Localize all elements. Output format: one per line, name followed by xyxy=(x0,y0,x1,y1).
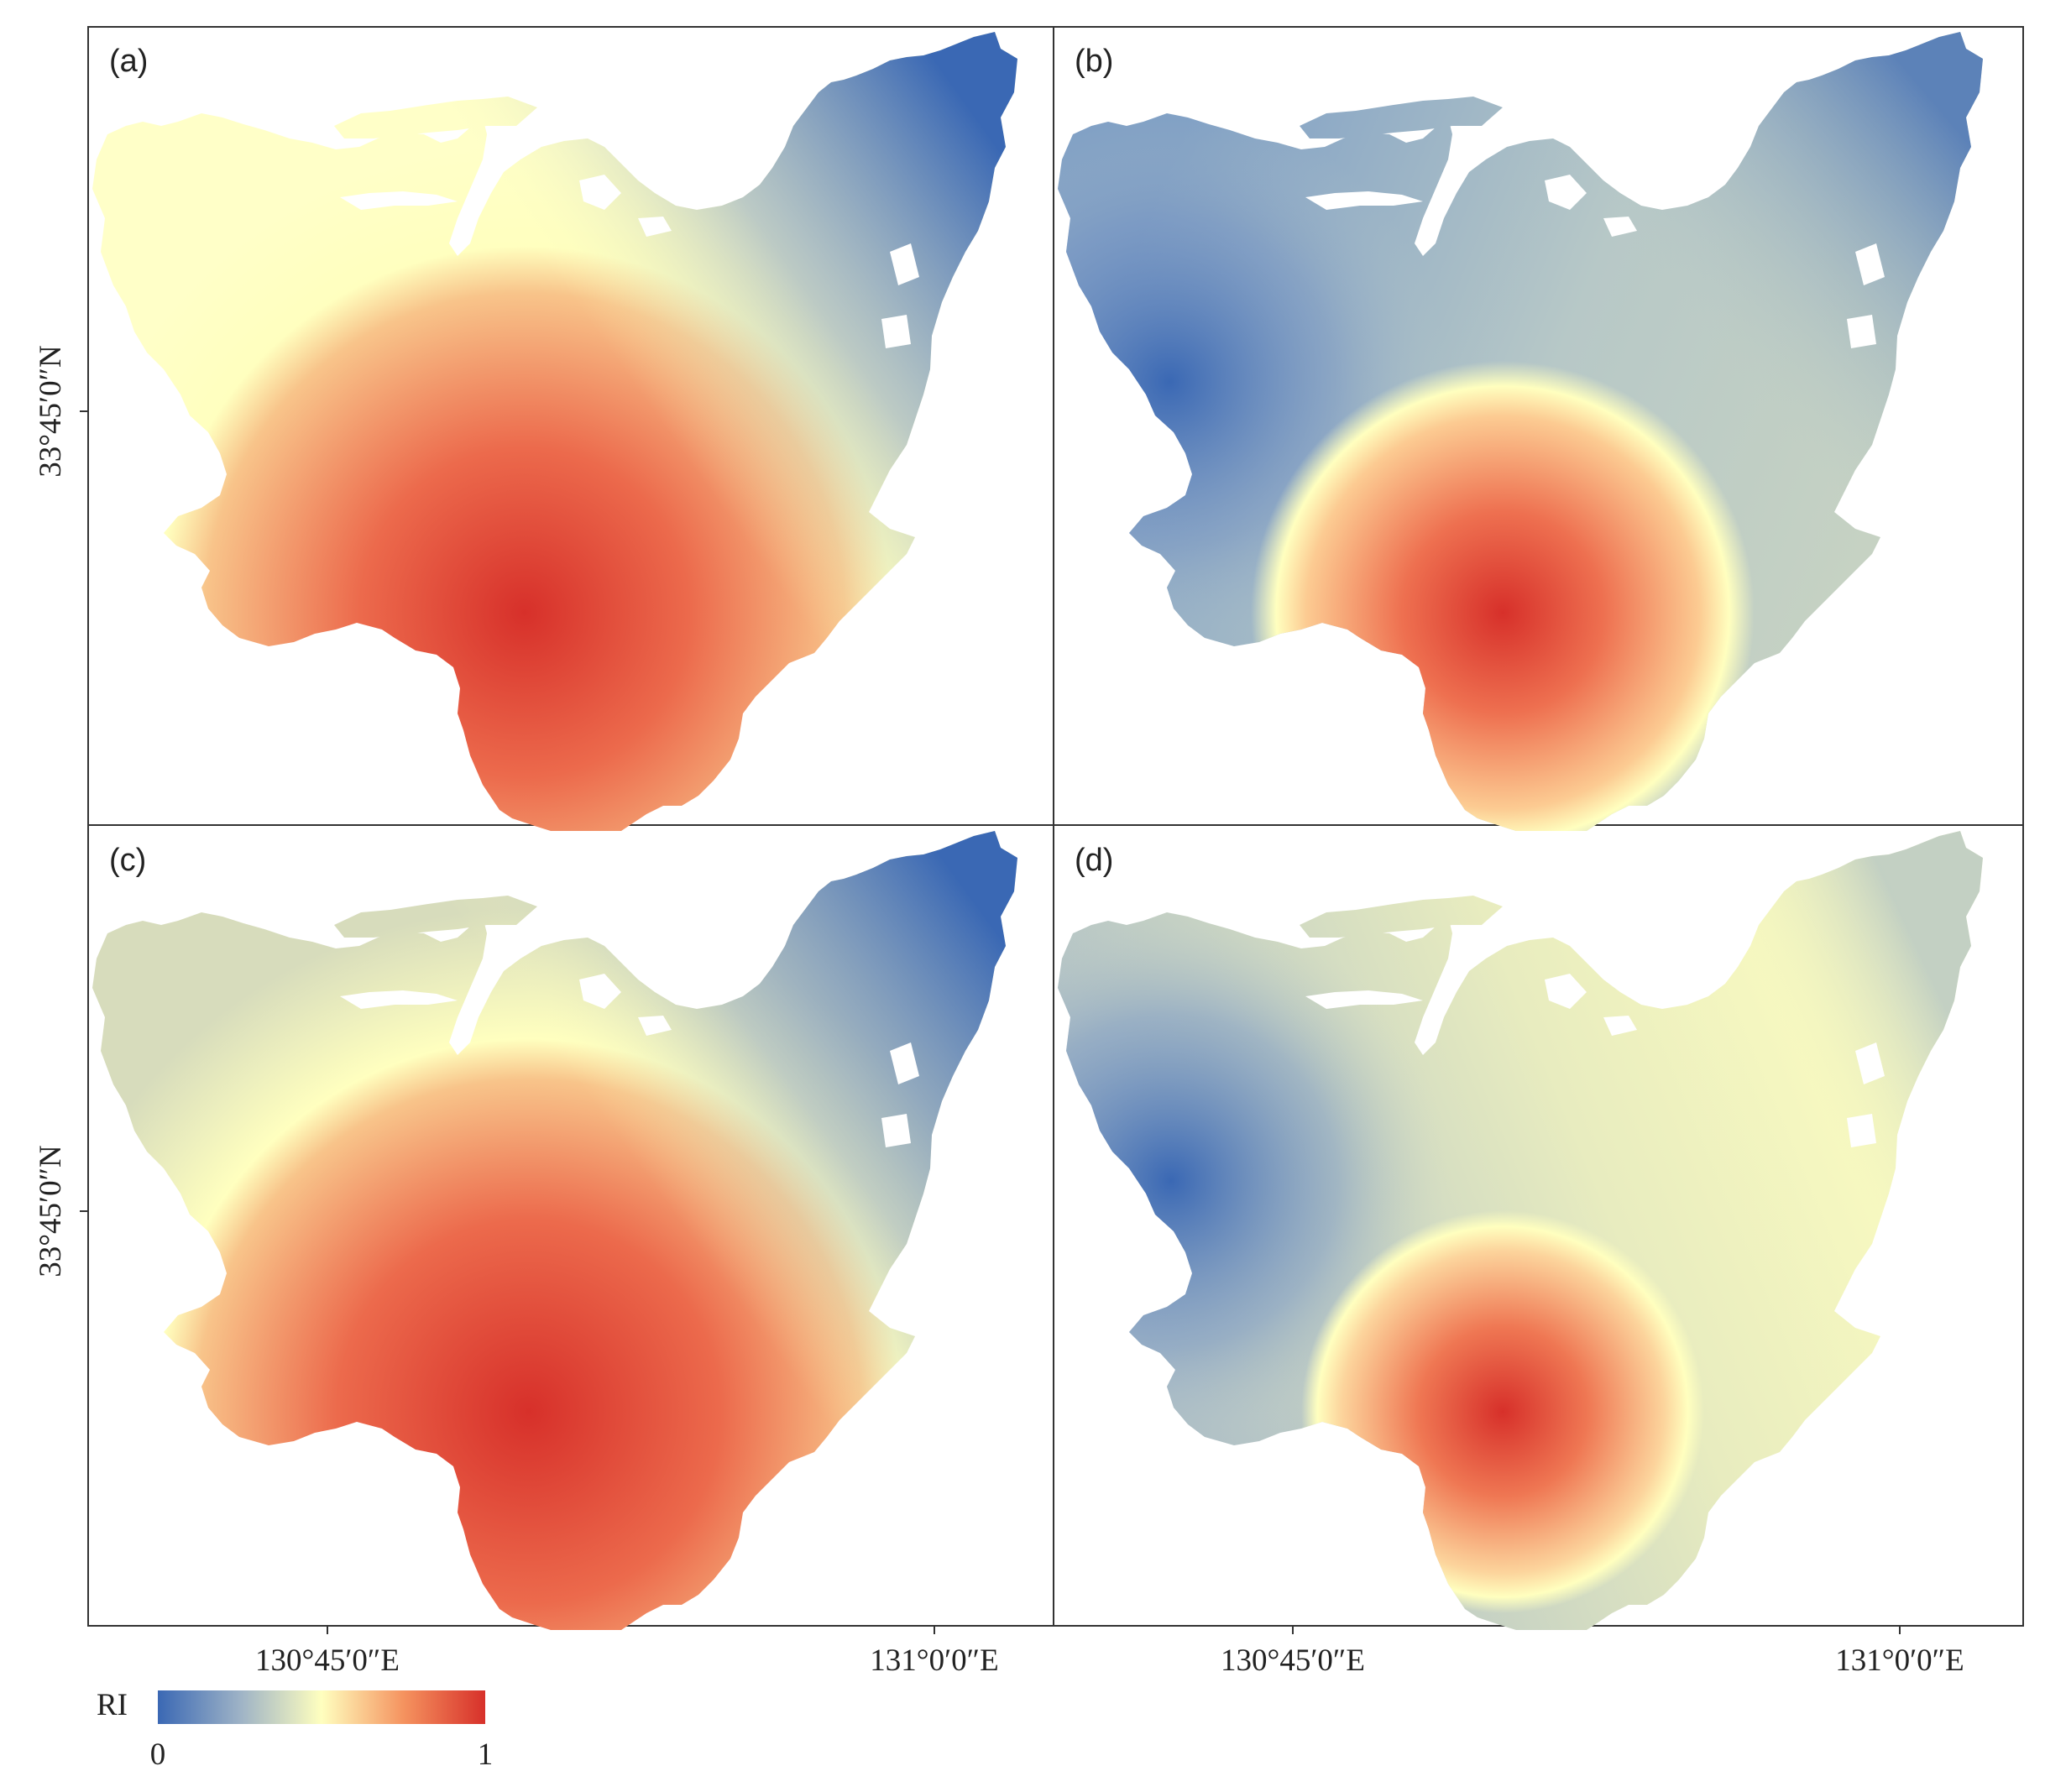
longitude-label-3: 130°45′0″E xyxy=(1221,1643,1365,1678)
latitude-label-bottom: 33°45′0″N xyxy=(34,1145,68,1277)
map-panel-b: (b) xyxy=(1058,32,1983,831)
longitude-label-1: 130°45′0″E xyxy=(255,1643,400,1678)
latitude-label-top: 33°45′0″N xyxy=(34,345,68,478)
longitude-label-2: 131°0′0″E xyxy=(870,1643,998,1678)
panel-label: (d) xyxy=(1075,843,1113,878)
map-panel-a: (a) xyxy=(92,32,1017,831)
longitude-label-4: 131°0′0″E xyxy=(1835,1643,1964,1678)
panel-label: (b) xyxy=(1075,44,1113,79)
legend-colorbar xyxy=(158,1690,485,1724)
legend: RI 0 1 xyxy=(97,1688,493,1772)
latitude-axis: 33°45′0″N 33°45′0″N xyxy=(34,345,88,1277)
legend-title: RI xyxy=(97,1688,128,1722)
map-frame xyxy=(87,26,2024,1627)
panel-label: (a) xyxy=(109,44,148,79)
longitude-axis: 130°45′0″E 131°0′0″E 130°45′0″E 131°0′0″… xyxy=(255,1626,1964,1678)
map-panel-d: (d) xyxy=(1058,831,1983,1630)
legend-max-label: 1 xyxy=(478,1737,494,1772)
map-panel-c: (c) xyxy=(92,831,1017,1630)
panel-label: (c) xyxy=(109,843,146,878)
legend-min-label: 0 xyxy=(150,1737,166,1772)
